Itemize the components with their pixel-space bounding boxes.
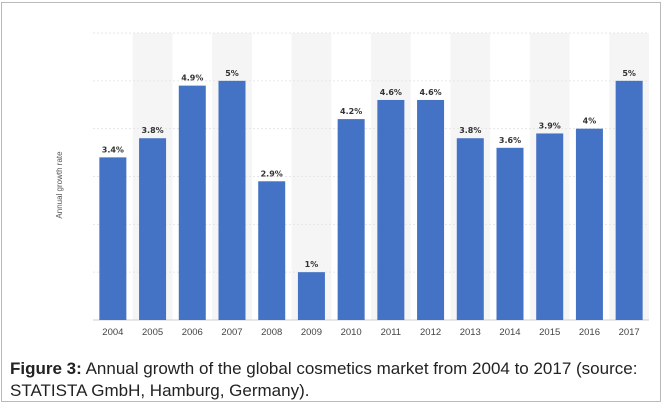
x-tick-label: 2016	[579, 327, 600, 338]
data-label: 3.8%	[141, 126, 163, 135]
bar	[178, 85, 206, 320]
bar	[337, 119, 365, 320]
caption-text: Annual growth of the global cosmetics ma…	[10, 359, 638, 400]
x-tick-label: 2011	[381, 327, 401, 338]
data-labels: 3.4% 3.8% 4.9% 5% 2.9% 1% 4.2% 4.6% 4.6% 3.8% 3.6%…	[102, 69, 636, 269]
x-tick-label: 2015	[539, 327, 560, 338]
bar	[496, 147, 524, 320]
bar	[417, 99, 445, 320]
bar	[575, 128, 603, 320]
x-tick-label: 2010	[341, 327, 362, 338]
bar	[297, 272, 325, 320]
x-tick-labels: 2004 2005 2006 2007 2008 2009 2010 2011 2012 2013…	[102, 327, 639, 338]
data-label: 4%	[583, 117, 597, 126]
bar	[536, 133, 564, 320]
caption-label: Figure 3:	[10, 359, 82, 378]
data-label: 5%	[225, 69, 239, 78]
bar	[218, 80, 246, 320]
x-tick-label: 2004	[102, 327, 123, 338]
figure-caption: Figure 3: Annual growth of the global co…	[10, 358, 660, 402]
x-tick-label: 2013	[460, 327, 481, 338]
data-label: 2.9%	[261, 169, 283, 178]
bars	[99, 80, 643, 320]
bar	[456, 138, 484, 320]
bar	[377, 99, 405, 320]
bar	[258, 181, 286, 320]
x-tick-label: 2008	[261, 327, 282, 338]
x-tick-label: 2009	[301, 327, 322, 338]
bar-chart: 3.4% 3.8% 4.9% 5% 2.9% 1% 4.2% 4.6% 4.6% 3.8% 3.6%…	[55, 32, 649, 338]
figure-frame: 3.4% 3.8% 4.9% 5% 2.9% 1% 4.2% 4.6% 4.6% 3.8% 3.6%…	[1, 2, 661, 402]
bar	[139, 138, 167, 320]
data-label: 3.6%	[499, 136, 521, 145]
data-label: 4.2%	[340, 107, 362, 116]
x-tick-label: 2017	[619, 327, 640, 338]
x-tick-label: 2014	[499, 327, 520, 338]
data-label: 3.4%	[102, 145, 124, 154]
x-tick-label: 2005	[142, 327, 163, 338]
data-label: 5%	[622, 69, 636, 78]
data-label: 4.9%	[181, 74, 203, 83]
bar	[615, 80, 643, 320]
x-tick-label: 2012	[420, 327, 441, 338]
x-tick-label: 2007	[221, 327, 242, 338]
data-label: 1%	[305, 260, 319, 269]
data-label: 4.6%	[380, 88, 402, 97]
x-tick-label: 2006	[182, 327, 203, 338]
y-axis-label: Annual growth rate	[55, 151, 64, 219]
data-label: 3.8%	[459, 126, 481, 135]
bar	[99, 157, 127, 320]
data-label: 4.6%	[419, 88, 441, 97]
data-label: 3.9%	[539, 121, 561, 130]
